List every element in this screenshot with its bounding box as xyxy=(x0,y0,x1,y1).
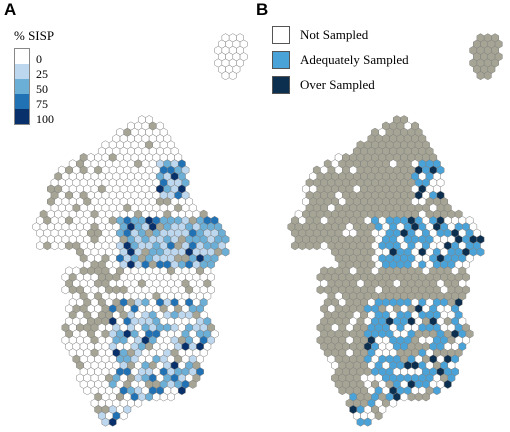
legend-tick-25: 25 xyxy=(36,67,48,81)
hex-cell xyxy=(221,71,230,81)
hex-cell xyxy=(316,285,325,295)
hex-cell xyxy=(443,379,452,389)
legend-swatch-75 xyxy=(15,94,29,109)
hex-cell xyxy=(305,241,314,251)
hex-cell xyxy=(188,379,197,389)
panel-b-label: B xyxy=(256,0,269,19)
legend-label-not-sampled: Not Sampled xyxy=(300,26,369,42)
map-b-sampling-status xyxy=(287,33,503,427)
hex-cell xyxy=(432,386,441,396)
hex-cell xyxy=(50,241,59,251)
legend-label-adequately-sampled: Adequately Sampled xyxy=(300,51,409,67)
legend-colorbar xyxy=(14,48,30,125)
legend-swatch-0 xyxy=(15,49,29,64)
hex-cell xyxy=(320,241,328,251)
legend-swatch-100 xyxy=(15,109,29,124)
hex-cell xyxy=(389,398,398,408)
hex-cell xyxy=(108,417,117,427)
legend-swatch-50 xyxy=(15,79,29,94)
hex-cell xyxy=(134,398,143,408)
hex-cell xyxy=(312,241,321,251)
hex-cell xyxy=(159,392,168,402)
hex-cell xyxy=(483,71,492,81)
legend-swatch-over-sampled xyxy=(272,75,290,94)
hex-cell xyxy=(291,241,299,251)
hex-cell xyxy=(101,417,110,427)
legend-swatch-adequately-sampled xyxy=(272,50,290,69)
legend-swatch-25 xyxy=(15,64,29,79)
hex-cell xyxy=(476,247,485,257)
hex-cell xyxy=(177,386,186,396)
hex-cell xyxy=(83,386,92,396)
hex-cell xyxy=(167,392,175,402)
hex-cell xyxy=(43,241,52,251)
legend-title: % SISP xyxy=(14,28,55,43)
hex-cell xyxy=(374,411,383,421)
hex-cell xyxy=(36,241,44,251)
legend-tick-0: 0 xyxy=(36,52,42,66)
map-a-sisp-percent xyxy=(32,33,248,427)
legend-tick-75: 75 xyxy=(36,97,48,111)
panel-a-label: A xyxy=(4,0,17,19)
legend-tick-100: 100 xyxy=(36,112,54,126)
hex-cell xyxy=(221,247,230,257)
hex-cell xyxy=(145,392,154,402)
hex-cell xyxy=(338,386,347,396)
hex-cell xyxy=(57,241,66,251)
hex-cell xyxy=(356,417,365,427)
hex-cell xyxy=(298,241,307,251)
hex-cell xyxy=(61,285,70,295)
legend-item-not-sampled: Not Sampled xyxy=(272,24,409,45)
hex-cell xyxy=(400,392,409,402)
legend-sampling-status: Not Sampled Adequately Sampled Over Samp… xyxy=(272,24,409,99)
legend-item-adequately-sampled: Adequately Sampled xyxy=(272,49,409,70)
hex-cell xyxy=(476,71,485,81)
legend-label-over-sampled: Over Sampled xyxy=(300,76,375,92)
legend-tick-50: 50 xyxy=(36,82,48,96)
hex-cell xyxy=(65,241,73,251)
legend-item-over-sampled: Over Sampled xyxy=(272,74,409,95)
hex-cell xyxy=(152,392,161,402)
hex-cell xyxy=(119,411,128,421)
legend-sisp-percent: % SISP 0 25 50 75 100 xyxy=(14,28,54,125)
hex-cell xyxy=(422,392,430,402)
hex-cell xyxy=(363,417,372,427)
hex-cell xyxy=(407,392,416,402)
hex-cell xyxy=(228,71,237,81)
hex-cell xyxy=(414,392,423,402)
legend-swatch-not-sampled xyxy=(272,25,290,44)
